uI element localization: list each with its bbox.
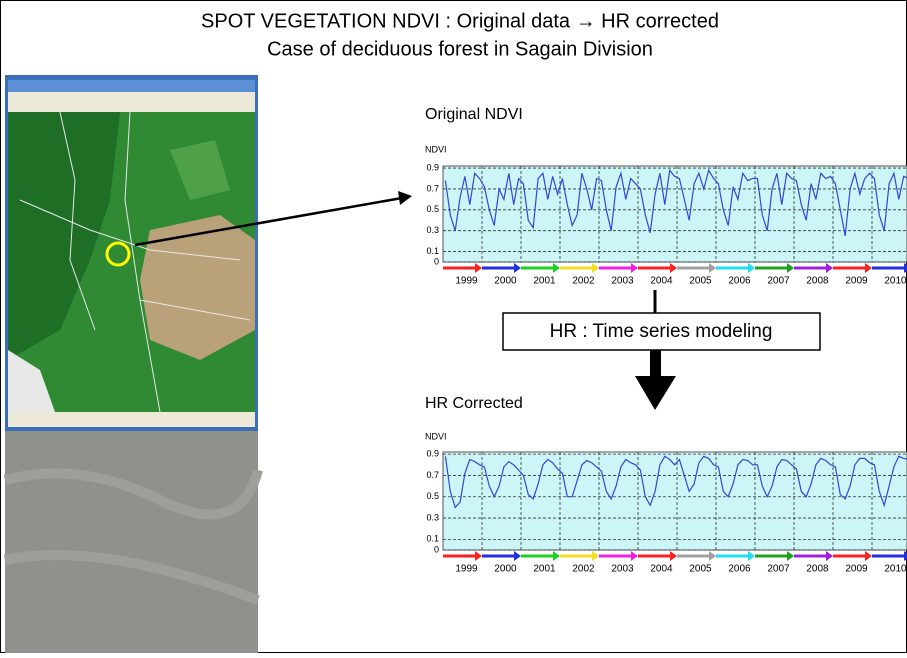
x-tick-label: 2003 (611, 564, 634, 575)
map-boundaries (19, 111, 251, 413)
down-arrow-head (635, 376, 676, 410)
x-tick-label: 2002 (572, 276, 595, 287)
map-forest (8, 112, 120, 360)
x-tick-label: 2000 (494, 564, 517, 575)
y-tick-label: 0.9 (426, 449, 439, 459)
year-arrow-head (553, 551, 560, 561)
arrow-head (398, 191, 412, 205)
satellite-image (5, 431, 258, 653)
year-arrow-head (592, 263, 599, 273)
y-tick-label: 0 (434, 544, 439, 554)
year-arrow-head (709, 263, 716, 273)
year-arrow-head (826, 551, 833, 561)
y-tick-label: 0.3 (426, 225, 439, 235)
x-tick-label: 1999 (455, 276, 478, 287)
x-tick-label: 2009 (845, 276, 868, 287)
window-statusbar (8, 412, 255, 427)
year-arrow-head (904, 551, 907, 561)
x-tick-label: 2006 (728, 564, 751, 575)
connector-arrow (134, 196, 403, 247)
x-tick-label: 2005 (689, 564, 712, 575)
satellite-texture (3, 468, 263, 605)
x-tick-label: 2007 (767, 564, 790, 575)
x-tick-label: 2000 (494, 276, 517, 287)
x-tick-label: 2005 (689, 276, 712, 287)
chart-title: HR Corrected (425, 395, 523, 412)
x-tick-label: 2002 (572, 564, 595, 575)
map-window (5, 75, 258, 431)
y-tick-label: 0.7 (426, 470, 439, 480)
year-arrow-head (748, 551, 755, 561)
window-titlebar (8, 80, 255, 92)
year-arrow-head (553, 263, 560, 273)
ndvi-line (444, 455, 907, 509)
year-arrow-head (865, 263, 872, 273)
year-arrow-head (592, 551, 599, 561)
map-sea (8, 350, 55, 412)
x-tick-label: 2008 (806, 564, 829, 575)
window-toolbar (8, 92, 255, 112)
x-tick-label: 2001 (533, 564, 556, 575)
year-arrow-head (514, 263, 521, 273)
map-patch (170, 140, 230, 200)
chart-title: Original NDVI (425, 106, 523, 123)
down-arrow-shaft (650, 350, 661, 378)
x-tick-label: 2010 (884, 564, 907, 575)
x-tick-label: 2008 (806, 276, 829, 287)
year-arrow-head (709, 551, 716, 561)
year-arrow-head (787, 263, 794, 273)
y-axis-label: NDVI (425, 431, 447, 441)
year-arrow-head (865, 551, 872, 561)
x-tick-label: 2004 (650, 564, 673, 575)
y-tick-label: 0.5 (426, 204, 439, 214)
y-tick-label: 0 (434, 256, 439, 266)
x-tick-label: 2001 (533, 276, 556, 287)
method-label: HR : Time series modeling (550, 321, 773, 342)
x-tick-label: 1999 (455, 564, 478, 575)
year-arrow-head (631, 551, 638, 561)
year-arrow-head (670, 551, 677, 561)
x-tick-label: 2010 (884, 276, 907, 287)
slide-title: SPOT VEGETATION NDVI : Original data → H… (201, 10, 719, 32)
year-arrow-head (631, 263, 638, 273)
year-arrow-head (670, 263, 677, 273)
y-tick-label: 0.7 (426, 183, 439, 193)
y-tick-label: 0.1 (426, 246, 439, 256)
y-axis-label: NDVI (425, 144, 447, 154)
y-tick-label: 0.1 (426, 534, 439, 544)
year-arrow-head (748, 263, 755, 273)
method-box (502, 312, 821, 351)
x-tick-label: 2007 (767, 276, 790, 287)
slide-subtitle: Case of deciduous forest in Sagain Divis… (267, 38, 653, 60)
year-arrow-head (826, 263, 833, 273)
x-tick-label: 2006 (728, 276, 751, 287)
y-tick-label: 0.9 (426, 162, 439, 172)
x-tick-label: 2003 (611, 276, 634, 287)
y-tick-label: 0.5 (426, 491, 439, 501)
site-marker (105, 241, 131, 267)
year-arrow-head (787, 551, 794, 561)
ndvi-line (444, 168, 907, 237)
plot-area (442, 451, 907, 551)
year-arrow-head (904, 263, 907, 273)
x-tick-label: 2009 (845, 564, 868, 575)
y-tick-label: 0.3 (426, 512, 439, 522)
map-dry-area (140, 215, 255, 360)
plot-area (442, 165, 907, 263)
year-arrow-head (514, 551, 521, 561)
year-arrow-head (475, 551, 482, 561)
x-tick-label: 2004 (650, 276, 673, 287)
year-arrow-head (475, 263, 482, 273)
